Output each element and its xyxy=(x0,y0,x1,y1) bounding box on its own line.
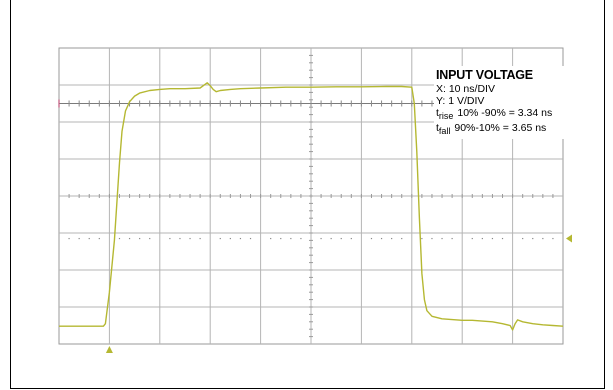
reference-dot xyxy=(98,237,100,240)
dotted-reference xyxy=(68,237,554,240)
reference-dot xyxy=(542,237,544,240)
y-scale-label: Y: 1 V/DIV xyxy=(436,95,485,107)
reference-dot xyxy=(441,237,443,240)
chart-title: INPUT VOLTAGE xyxy=(436,68,533,82)
reference-dot xyxy=(350,237,352,240)
reference-dot xyxy=(149,237,151,240)
reference-dot xyxy=(189,237,191,240)
reference-dot xyxy=(501,237,504,240)
figure-frame xyxy=(10,0,605,389)
trigger-position-marker xyxy=(105,346,113,353)
reference-dot xyxy=(431,237,433,240)
reference-dot xyxy=(401,237,403,240)
reference-dot xyxy=(320,237,322,240)
reference-dot xyxy=(370,237,373,240)
reference-dot xyxy=(330,237,332,240)
reference-dot xyxy=(491,237,494,240)
reference-dot xyxy=(380,237,383,240)
reference-dot xyxy=(128,237,131,240)
reference-dot xyxy=(270,237,272,240)
reference-dot xyxy=(88,237,90,240)
rise-time-measurement: trise 10% -90% = 3.34 ns xyxy=(436,107,553,121)
reference-dot xyxy=(481,237,483,240)
fall-time-measurement: tfall 90%-10% = 3.65 ns xyxy=(436,122,547,136)
reference-dot xyxy=(68,237,70,240)
reference-dot xyxy=(290,237,292,240)
x-scale-label: X: 10 ns/DIV xyxy=(436,83,495,95)
reference-dot xyxy=(219,237,221,240)
reference-dot xyxy=(249,237,252,240)
reference-dot xyxy=(340,237,342,240)
ground-level-marker xyxy=(566,234,572,243)
measurement-annotation: INPUT VOLTAGE X: 10 ns/DIV Y: 1 V/DIV tr… xyxy=(434,66,578,139)
reference-dot xyxy=(552,237,554,240)
reference-dot xyxy=(421,237,423,240)
reference-dot xyxy=(78,237,80,240)
reference-dot xyxy=(522,237,524,240)
reference-dot xyxy=(280,237,282,240)
reference-dot xyxy=(239,237,242,240)
reference-dot xyxy=(139,237,141,240)
reference-dot xyxy=(169,237,171,240)
reference-dot xyxy=(300,237,302,240)
reference-dot xyxy=(179,237,181,240)
reference-dot xyxy=(471,237,473,240)
voltage-trace xyxy=(59,82,564,331)
reference-dot xyxy=(229,237,231,240)
reference-dot xyxy=(118,237,121,240)
reference-dot xyxy=(532,237,534,240)
reference-dot xyxy=(451,237,453,240)
reference-dot xyxy=(391,237,393,240)
reference-dot xyxy=(199,237,201,240)
